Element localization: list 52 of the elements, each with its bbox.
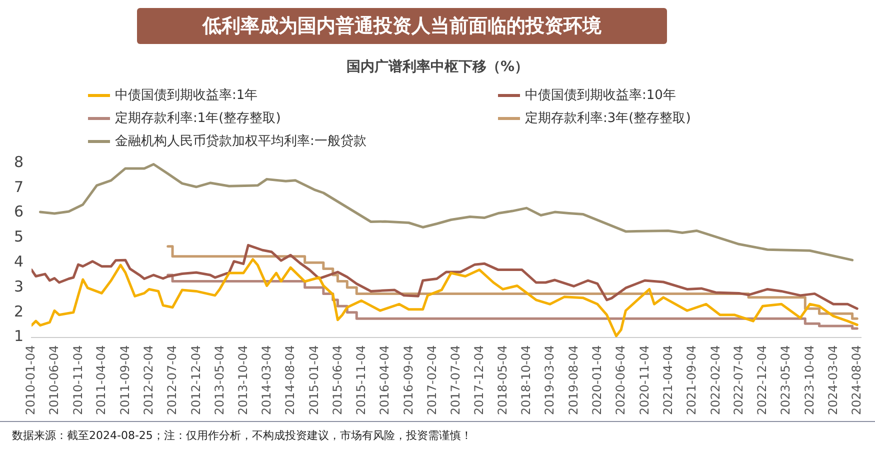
x-tick-label: 2011-09-04: [118, 345, 132, 416]
y-tick-label: 4: [14, 252, 24, 270]
x-tick-label: 2017-12-04: [472, 345, 486, 416]
x-tick-label: 2021-04-04: [660, 345, 675, 416]
x-tick-label: 2024-03-04: [826, 345, 840, 416]
x-tick-label: 2020-01-04: [590, 345, 604, 416]
legend-label: 中债国债到期收益率:1年: [115, 87, 258, 104]
y-tick-label: 7: [14, 178, 24, 196]
x-tick-label: 2018-05-04: [495, 345, 510, 416]
x-tick-label: 2014-08-04: [283, 345, 298, 416]
x-tick-label: 2017-02-04: [425, 345, 440, 416]
x-tick-label: 2015-01-04: [306, 345, 321, 416]
legend-label: 金融机构人民币贷款加权平均利率:一般贷款: [115, 133, 366, 150]
x-tick-label: 2019-08-04: [566, 345, 580, 416]
x-tick-label: 2022-12-04: [755, 345, 770, 416]
x-tick-label: 2010-01-04: [24, 345, 38, 416]
x-tick-label: 2013-05-04: [212, 345, 226, 416]
chart-subtitle: 国内广谱利率中枢下移（%）: [345, 58, 530, 76]
source-note: 数据来源：截至2024-08-25；注：仅用作分析，不构成投资建议，市场有风险，投资需谨慎！: [12, 428, 472, 443]
x-tick-label: 2018-10-04: [519, 345, 534, 416]
x-tick-label: 2012-07-04: [165, 345, 180, 416]
x-tick-label: 2016-09-04: [401, 345, 416, 416]
x-tick-label: 2019-03-04: [542, 345, 557, 416]
y-tick-label: 3: [14, 277, 24, 296]
x-tick-label: 2017-07-04: [448, 345, 462, 416]
x-tick-label: 2015-06-04: [330, 345, 344, 416]
x-tick-label: 2022-07-04: [732, 345, 746, 416]
x-tick-label: 2023-10-04: [802, 345, 816, 416]
y-tick-label: 1: [14, 327, 24, 346]
y-tick-label: 8: [14, 152, 24, 171]
y-tick-label: 6: [14, 202, 24, 221]
x-tick-label: 2010-11-04: [70, 345, 85, 416]
legend-label: 定期存款利率:1年(整存整取): [115, 110, 281, 127]
x-tick-label: 2012-02-04: [142, 345, 156, 416]
x-tick-label: 2011-04-04: [94, 345, 108, 416]
legend-label: 中债国债到期收益率:10年: [525, 87, 676, 104]
x-tick-label: 2014-03-04: [259, 345, 274, 416]
x-tick-label: 2020-11-04: [637, 345, 652, 416]
x-tick-label: 2021-09-04: [684, 345, 699, 416]
x-tick-label: 2010-06-04: [47, 345, 62, 416]
x-tick-label: 2013-10-04: [236, 345, 250, 416]
x-tick-label: 2020-06-04: [614, 345, 628, 416]
x-tick-label: 2023-05-04: [778, 345, 793, 416]
x-tick-label: 2016-04-04: [378, 345, 392, 416]
y-tick-label: 5: [14, 228, 24, 246]
x-tick-label: 2012-12-04: [188, 345, 203, 416]
legend-label: 定期存款利率:3年(整存整取): [525, 110, 691, 127]
y-tick-label: 2: [14, 302, 24, 320]
x-tick-label: 2015-11-04: [354, 345, 368, 416]
x-tick-label: 2024-08-04: [850, 345, 864, 416]
chart-title: 低利率成为国内普通投资人当前面临的投资环境: [137, 8, 667, 44]
x-tick-label: 2022-02-04: [708, 345, 722, 416]
